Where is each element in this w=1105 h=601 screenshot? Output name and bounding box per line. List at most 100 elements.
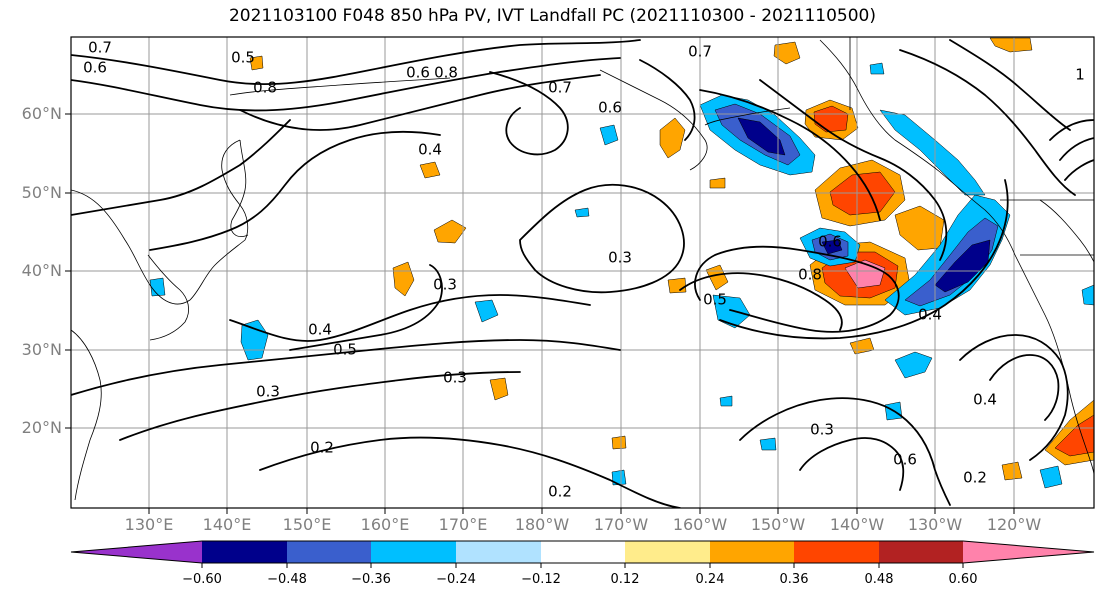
positive-anomaly [611, 435, 627, 450]
positive-anomaly [433, 219, 467, 244]
colorbar-label: −0.36 [351, 572, 391, 587]
latitude-label: 30°N [21, 340, 62, 359]
colorbar-swatch [879, 541, 963, 563]
positive-anomaly [1001, 461, 1023, 481]
longitude-label: 150°W [750, 515, 806, 534]
pv-contour [149, 130, 441, 251]
colorbar-swatch [202, 541, 287, 563]
colorbar-label: −0.24 [436, 572, 476, 587]
longitude-label: 130°E [124, 515, 174, 534]
coastline [71, 139, 249, 305]
pv-contour [989, 354, 1060, 421]
colorbar-swatch [371, 541, 456, 563]
negative-anomaly [759, 437, 777, 451]
colorbar-swatch [456, 541, 541, 563]
contour-label: 0.5 [333, 341, 357, 359]
coastline [849, 37, 1094, 256]
coastline [1039, 199, 1094, 263]
colorbar-swatch [541, 541, 625, 563]
contour-label: 0.2 [310, 439, 334, 457]
colorbar-swatch [710, 541, 794, 563]
negative-anomaly [574, 207, 590, 218]
colorbar-label: 0.60 [948, 572, 978, 587]
colorbar-label: 0.48 [864, 572, 894, 587]
pv-contour [959, 334, 1069, 461]
colorbar-label: −0.12 [521, 572, 561, 587]
pv-contour [699, 89, 881, 221]
pv-contour [1049, 119, 1094, 181]
positive-anomaly [659, 117, 686, 159]
pv-contour [489, 71, 569, 156]
pv-contour [949, 39, 1071, 131]
coastline [819, 39, 1016, 256]
colorbar-label: −0.48 [267, 572, 307, 587]
contour-label: 0.6 [406, 64, 430, 82]
positive-anomaly [773, 41, 801, 65]
coastline [229, 77, 451, 96]
contour-label: 0.4 [308, 321, 332, 339]
longitude-label: 150°E [282, 515, 332, 534]
colorbar-swatch [963, 541, 1094, 563]
positive-anomaly [709, 177, 726, 189]
colorbar [70, 540, 1095, 568]
contour-label: 0.5 [231, 49, 255, 67]
coastline [230, 139, 249, 237]
positive-anomaly [1054, 414, 1094, 457]
contour-label: 0.6 [893, 451, 917, 469]
pv-contour [229, 294, 591, 342]
contour-label: 0.4 [918, 306, 942, 324]
pv-contour [71, 119, 291, 216]
latitude-label: 40°N [21, 261, 62, 280]
negative-anomaly [904, 217, 999, 307]
coastline [704, 107, 791, 126]
negative-anomaly [894, 351, 933, 379]
map-frame [70, 36, 1095, 509]
latitude-label: 60°N [21, 104, 62, 123]
negative-anomaly [737, 117, 786, 156]
y-ticks [65, 113, 71, 429]
longitude-label: 120°W [986, 515, 1042, 534]
coastline [147, 254, 190, 341]
positive-anomaly [667, 277, 687, 294]
longitude-label: 180°W [514, 515, 570, 534]
contour-label: 0.7 [548, 79, 572, 97]
pv-contour [679, 272, 843, 331]
contour-label: 0.2 [548, 483, 572, 501]
pv-contour [239, 74, 601, 131]
pv-contour [119, 371, 521, 441]
contour-label: 0.3 [443, 369, 467, 387]
pv-contour [759, 79, 948, 261]
colorbar-label: 0.12 [610, 572, 640, 587]
coastline [599, 69, 708, 171]
contour-label: 0.3 [810, 421, 834, 439]
pv-contour [739, 397, 951, 506]
contour-label: 0.3 [608, 249, 632, 267]
contour-label: 0.2 [963, 469, 987, 487]
colorbar-swatch [625, 541, 710, 563]
pv-contour [694, 245, 900, 333]
longitude-label: 170°W [593, 515, 649, 534]
x-ticks [148, 508, 1015, 514]
negative-anomaly [821, 239, 843, 255]
negative-anomaly [1039, 465, 1063, 489]
positive-anomaly [813, 105, 849, 133]
colorbar-label: −0.60 [182, 572, 222, 587]
map-title: 2021103100 F048 850 hPa PV, IVT Landfall… [228, 6, 876, 26]
pv-contour [799, 437, 905, 491]
longitude-label: 170°E [438, 515, 488, 534]
contour-label: 0.6 [598, 99, 622, 117]
negative-anomaly [879, 109, 986, 196]
latitude-label: 20°N [21, 418, 62, 437]
contour-label: 0.7 [688, 43, 712, 61]
negative-anomaly [869, 62, 885, 75]
contour-label: 0.6 [83, 59, 107, 77]
negative-anomaly [149, 277, 166, 297]
negative-anomaly [712, 294, 751, 329]
colorbar-swatch [287, 541, 371, 563]
contour-label: 0.5 [703, 291, 727, 309]
coastline [71, 329, 102, 501]
contour-label: 1 [1075, 66, 1085, 84]
positive-anomaly [989, 37, 1033, 53]
pv-contour [639, 59, 696, 141]
